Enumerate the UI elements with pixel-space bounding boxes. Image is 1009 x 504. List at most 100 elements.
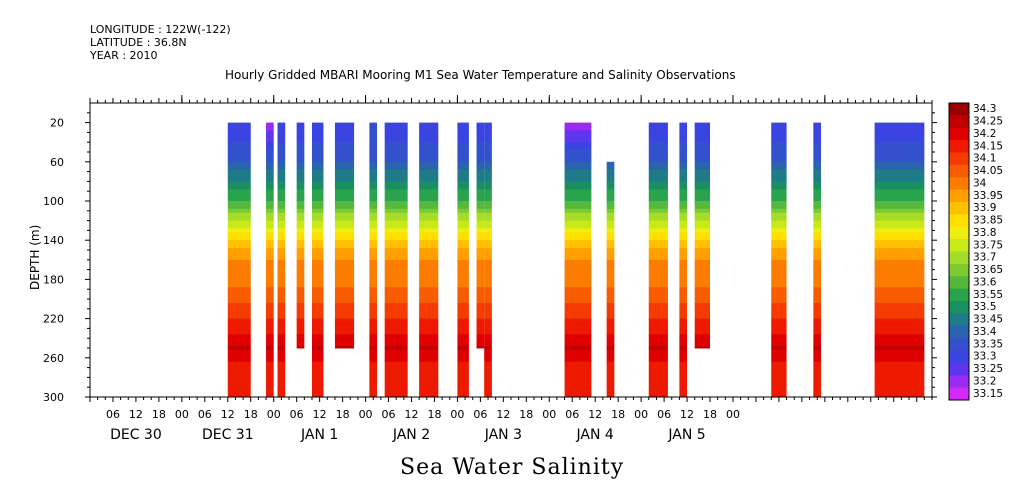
salinity-band	[296, 267, 305, 273]
colorbar-cell	[949, 313, 969, 327]
salinity-band	[648, 318, 668, 324]
salinity-band	[606, 291, 615, 296]
salinity-band	[484, 232, 492, 237]
salinity-band	[296, 220, 305, 226]
salinity-band	[606, 271, 615, 276]
salinity-band	[564, 299, 592, 304]
salinity-band	[564, 330, 592, 335]
salinity-band	[334, 232, 355, 237]
salinity-band	[476, 142, 485, 147]
salinity-band	[457, 177, 469, 182]
salinity-band	[771, 342, 787, 347]
salinity-band	[874, 271, 925, 276]
salinity-band	[813, 365, 822, 371]
salinity-band	[296, 157, 305, 163]
salinity-band	[296, 204, 305, 210]
salinity-band	[874, 146, 925, 151]
salinity-band	[419, 255, 439, 261]
salinity-band	[334, 240, 355, 245]
salinity-band	[311, 365, 324, 371]
salinity-band	[334, 220, 355, 226]
salinity-band	[813, 185, 822, 190]
colorbar-label: 33.7	[973, 252, 996, 264]
salinity-band	[679, 255, 688, 261]
salinity-band	[771, 251, 787, 257]
salinity-band	[564, 157, 592, 163]
salinity-band	[771, 393, 787, 398]
salinity-band	[679, 142, 688, 147]
salinity-band	[334, 330, 355, 335]
salinity-band	[277, 353, 286, 359]
salinity-band	[771, 197, 787, 202]
salinity-band	[476, 134, 485, 139]
salinity-band	[648, 232, 668, 237]
salinity-band	[606, 181, 615, 186]
salinity-band	[266, 318, 274, 324]
salinity-band	[648, 185, 668, 190]
salinity-band	[648, 346, 668, 351]
salinity-band	[457, 306, 469, 312]
salinity-band	[679, 326, 688, 331]
salinity-band	[227, 220, 251, 226]
salinity-band	[277, 318, 286, 324]
salinity-band	[564, 248, 592, 253]
salinity-band	[694, 146, 711, 151]
salinity-band	[648, 342, 668, 347]
salinity-band	[227, 334, 251, 339]
salinity-band	[694, 153, 711, 159]
salinity-band	[813, 157, 822, 163]
salinity-band	[311, 322, 324, 327]
salinity-band	[606, 322, 615, 327]
salinity-band	[679, 365, 688, 371]
salinity-band	[679, 134, 688, 139]
salinity-band	[369, 385, 378, 390]
salinity-band	[277, 189, 286, 194]
salinity-band	[813, 255, 822, 261]
salinity-band	[476, 146, 485, 151]
salinity-band	[484, 197, 492, 202]
colorbar-label: 34.2	[973, 128, 996, 140]
salinity-band	[476, 216, 485, 222]
salinity-band	[606, 369, 615, 374]
salinity-band	[606, 177, 615, 182]
salinity-band	[484, 153, 492, 159]
salinity-band	[484, 138, 492, 143]
salinity-band	[694, 232, 711, 237]
salinity-band	[384, 342, 408, 347]
salinity-band	[679, 236, 688, 241]
colorbar-label: 33.45	[973, 314, 1003, 326]
salinity-band	[369, 255, 378, 261]
salinity-band	[277, 150, 286, 155]
salinity-band	[813, 302, 822, 308]
salinity-band	[277, 271, 286, 276]
salinity-band	[813, 236, 822, 241]
salinity-band	[311, 326, 324, 331]
salinity-band	[874, 134, 925, 139]
salinity-band	[813, 216, 822, 222]
salinity-band	[277, 369, 286, 374]
x-tick-label: 06	[290, 408, 304, 421]
salinity-band	[277, 165, 286, 171]
salinity-band	[296, 287, 305, 292]
salinity-band	[606, 220, 615, 226]
salinity-band	[484, 169, 492, 175]
salinity-band	[606, 299, 615, 304]
salinity-band	[266, 153, 274, 159]
salinity-band	[311, 295, 324, 300]
colorbar-cell	[949, 164, 969, 178]
salinity-band	[694, 255, 711, 261]
salinity-band	[369, 389, 378, 394]
salinity-band	[266, 212, 274, 218]
salinity-band	[476, 204, 485, 210]
salinity-band	[296, 208, 305, 214]
salinity-band	[311, 157, 324, 163]
salinity-band	[694, 236, 711, 241]
salinity-band	[813, 169, 822, 175]
salinity-band	[813, 314, 822, 320]
salinity-band	[266, 224, 274, 229]
salinity-band	[771, 334, 787, 339]
salinity-band	[874, 240, 925, 245]
salinity-band	[648, 314, 668, 320]
salinity-band	[384, 216, 408, 222]
salinity-band	[564, 130, 592, 135]
